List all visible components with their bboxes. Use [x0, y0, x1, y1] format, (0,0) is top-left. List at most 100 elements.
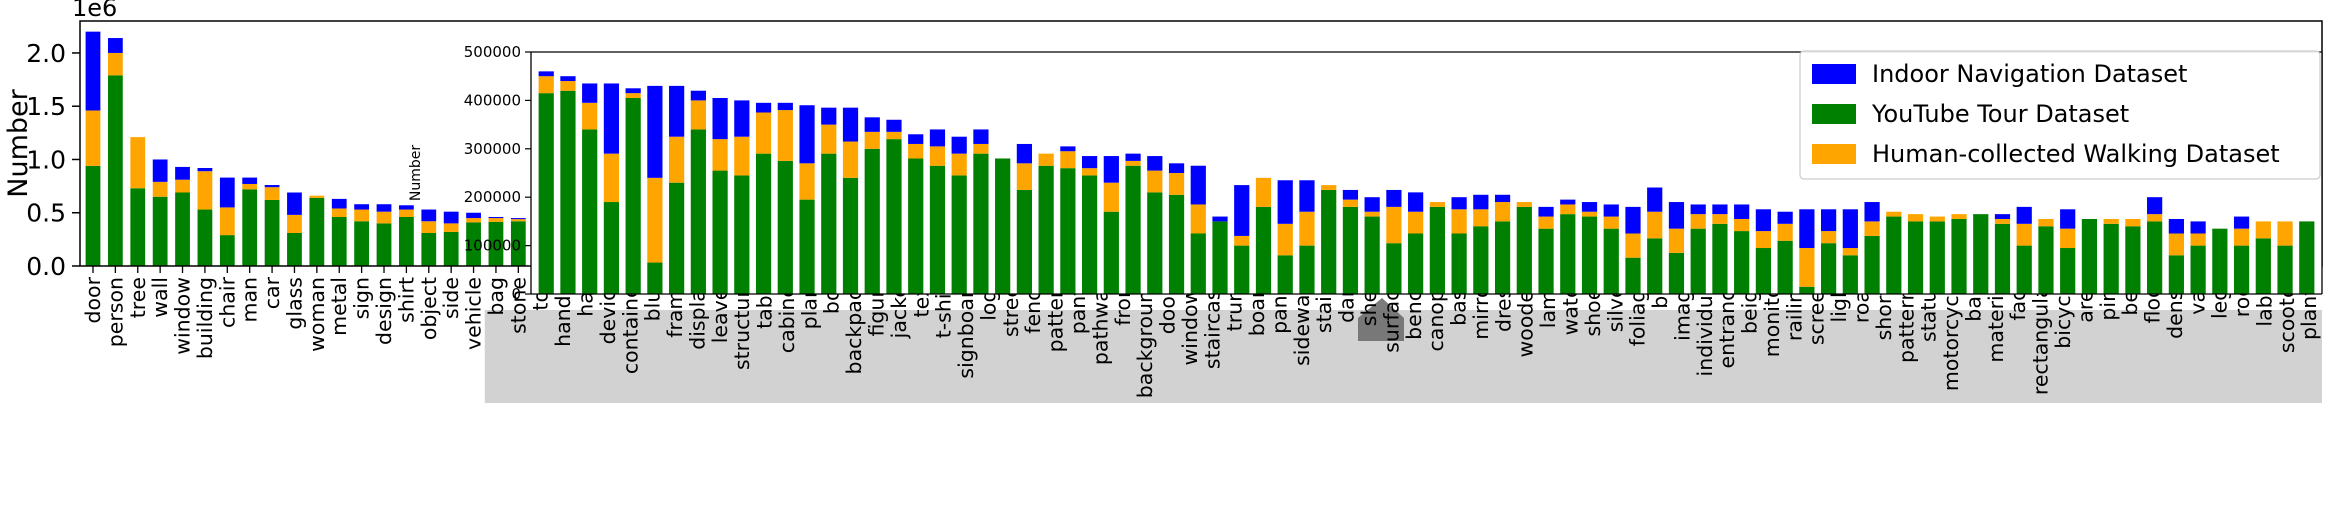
inset-bar-cabinet-human-collected-walking-dataset	[821, 124, 837, 154]
bar-window-indoor-navigation-dataset	[175, 166, 190, 180]
x-tick-label-object: object	[417, 277, 441, 340]
inset-bar-cabinet-youtube-tour-dataset	[821, 153, 837, 294]
inset-bar-handle-youtube-tour-dataset	[603, 202, 620, 294]
inset-bar-t-shirt-indoor-navigation-dataset	[973, 129, 989, 144]
inset-bar-bed-human-collected-walking-dataset	[2125, 218, 2141, 227]
inset-bar-bag-human-collected-walking-dataset	[538, 76, 554, 94]
inset-bar-panel-youtube-tour-dataset	[1299, 245, 1315, 294]
inset-bar-beige-youtube-tour-dataset	[1755, 248, 1771, 294]
legend-label-indoor: Indoor Navigation Dataset	[1872, 60, 2187, 88]
inset-bar-container-indoor-navigation-dataset	[669, 85, 685, 137]
inset-bar-bag-indoor-navigation-dataset	[538, 71, 554, 77]
inset-bar-top-youtube-tour-dataset	[582, 129, 598, 294]
inset-bar-railing-human-collected-walking-dataset	[1799, 248, 1815, 287]
inset-bar-frame-indoor-navigation-dataset	[712, 97, 728, 140]
inset-bar-entrance-human-collected-walking-dataset	[1734, 218, 1750, 232]
inset-bar-bin-indoor-navigation-dataset	[1668, 202, 1685, 229]
x-tick-label-stone: stone	[506, 277, 530, 334]
legend-label-walking: Human-collected Walking Dataset	[1872, 140, 2280, 168]
bar-person-human-collected-walking-dataset	[107, 52, 123, 76]
inset-bar-shorts-youtube-tour-dataset	[1886, 216, 1902, 294]
inset-bar-silver-youtube-tour-dataset	[1625, 257, 1641, 294]
inset-bar-wooden-human-collected-walking-dataset	[1538, 216, 1554, 229]
inset-bar-panel-indoor-navigation-dataset	[1299, 180, 1315, 212]
bar-woman-human-collected-walking-dataset	[309, 195, 325, 198]
bar-wall-indoor-navigation-dataset	[152, 159, 168, 182]
inset-bar-bin-youtube-tour-dataset	[1668, 252, 1685, 294]
inset-bar-sidewalk-human-collected-walking-dataset	[1321, 185, 1337, 190]
inset-bar-patterns-human-collected-walking-dataset	[1907, 214, 1924, 222]
bar-metal-youtube-tour-dataset	[331, 217, 347, 266]
inset-bar-text-youtube-tour-dataset	[951, 175, 967, 294]
bar-sign-youtube-tour-dataset	[354, 221, 370, 266]
inset-bar-entrance-indoor-navigation-dataset	[1734, 204, 1750, 219]
bar-stone-human-collected-walking-dataset	[510, 219, 526, 222]
bar-side-indoor-navigation-dataset	[443, 211, 459, 224]
inset-bar-table-youtube-tour-dataset	[799, 199, 815, 294]
inset-bar-device-indoor-navigation-dataset	[647, 85, 663, 178]
inset-bar-floor-youtube-tour-dataset	[2147, 221, 2163, 294]
inset-bar-cabinet-indoor-navigation-dataset	[821, 107, 837, 125]
inset-bar-background-youtube-tour-dataset	[1168, 194, 1185, 294]
inset-bar-sidewalk-youtube-tour-dataset	[1321, 189, 1337, 294]
inset-bar-handle-indoor-navigation-dataset	[603, 83, 620, 154]
bar-window-human-collected-walking-dataset	[175, 179, 190, 193]
inset-bar-figure-indoor-navigation-dataset	[908, 134, 924, 144]
x-tick-label-background: background	[1133, 277, 1157, 398]
bar-design-human-collected-walking-dataset	[376, 211, 392, 224]
inset-y-axis-label: Number	[408, 145, 424, 201]
bar-man-indoor-navigation-dataset	[242, 177, 258, 184]
inset-bar-patterns-youtube-tour-dataset	[1907, 221, 1924, 294]
bar-object-youtube-tour-dataset	[421, 232, 437, 266]
bar-tree-human-collected-walking-dataset	[130, 137, 146, 189]
inset-bar-scooter-human-collected-walking-dataset	[2277, 221, 2293, 246]
inset-bar-material-youtube-tour-dataset	[1994, 223, 2011, 294]
inset-bar-board-indoor-navigation-dataset	[1277, 180, 1293, 224]
legend: Indoor Navigation Dataset YouTube Tour D…	[1799, 50, 2321, 180]
inset-bar-screen-indoor-navigation-dataset	[1821, 209, 1837, 232]
inset-bar-shoes-indoor-navigation-dataset	[1603, 204, 1619, 217]
inset-bar-canopy-youtube-tour-dataset	[1451, 233, 1467, 294]
inset-bar-box-human-collected-walking-dataset	[864, 131, 880, 149]
inset-bar-shoes-youtube-tour-dataset	[1603, 228, 1619, 294]
inset-bar-leaves-youtube-tour-dataset	[755, 153, 772, 294]
inset-bar-bench-human-collected-walking-dataset	[1429, 202, 1445, 207]
inset-bar-light-indoor-navigation-dataset	[1842, 209, 1858, 249]
bar-car-youtube-tour-dataset	[264, 199, 280, 266]
zoom-arrow-icon	[1358, 298, 1404, 341]
bar-glass-indoor-navigation-dataset	[287, 192, 302, 215]
x-tick-label-metal: metal	[327, 277, 351, 336]
bar-window-youtube-tour-dataset	[175, 192, 190, 266]
inset-bar-doors-indoor-navigation-dataset	[1190, 165, 1206, 205]
inset-y-tick-label: 500000	[464, 43, 521, 61]
inset-bar-face-youtube-tour-dataset	[2016, 245, 2032, 294]
bar-bag-human-collected-walking-dataset	[488, 218, 504, 222]
inset-bar-canopy-indoor-navigation-dataset	[1451, 197, 1467, 210]
inset-bar-dark-youtube-tour-dataset	[1364, 216, 1380, 294]
inset-bar-individual-youtube-tour-dataset	[1712, 223, 1728, 294]
bar-metal-indoor-navigation-dataset	[331, 198, 347, 209]
inset-bar-logo-youtube-tour-dataset	[1016, 189, 1032, 294]
y-tick-label: 2.0	[26, 39, 66, 68]
inset-bar-top-human-collected-walking-dataset	[582, 102, 598, 130]
inset-bar-doors-youtube-tour-dataset	[1190, 233, 1206, 294]
inset-bar-dark-human-collected-walking-dataset	[1364, 211, 1380, 217]
y-tick-label: 0.5	[26, 199, 66, 228]
inset-bar-display-youtube-tour-dataset	[734, 175, 750, 294]
x-tick-label-motorcycle: motorcycle	[1939, 277, 1963, 391]
inset-bar-scooter-youtube-tour-dataset	[2277, 245, 2293, 294]
inset-bar-image-youtube-tour-dataset	[1690, 228, 1706, 294]
inset-bar-image-indoor-navigation-dataset	[1690, 204, 1706, 215]
inset-bar-table-indoor-navigation-dataset	[799, 105, 815, 164]
inset-bar-beige-human-collected-walking-dataset	[1755, 231, 1771, 249]
bar-chair-youtube-tour-dataset	[219, 235, 235, 266]
inset-bar-road-indoor-navigation-dataset	[1864, 202, 1880, 222]
inset-bar-base-indoor-navigation-dataset	[1473, 194, 1489, 210]
bar-car-indoor-navigation-dataset	[264, 185, 280, 188]
inset-bar-mirror-human-collected-walking-dataset	[1494, 202, 1511, 222]
inset-bar-pathway-indoor-navigation-dataset	[1125, 153, 1141, 161]
bar-vehicle-youtube-tour-dataset	[466, 222, 481, 266]
inset-bar-hair-human-collected-walking-dataset	[625, 93, 641, 98]
bar-tree-youtube-tour-dataset	[130, 188, 146, 266]
